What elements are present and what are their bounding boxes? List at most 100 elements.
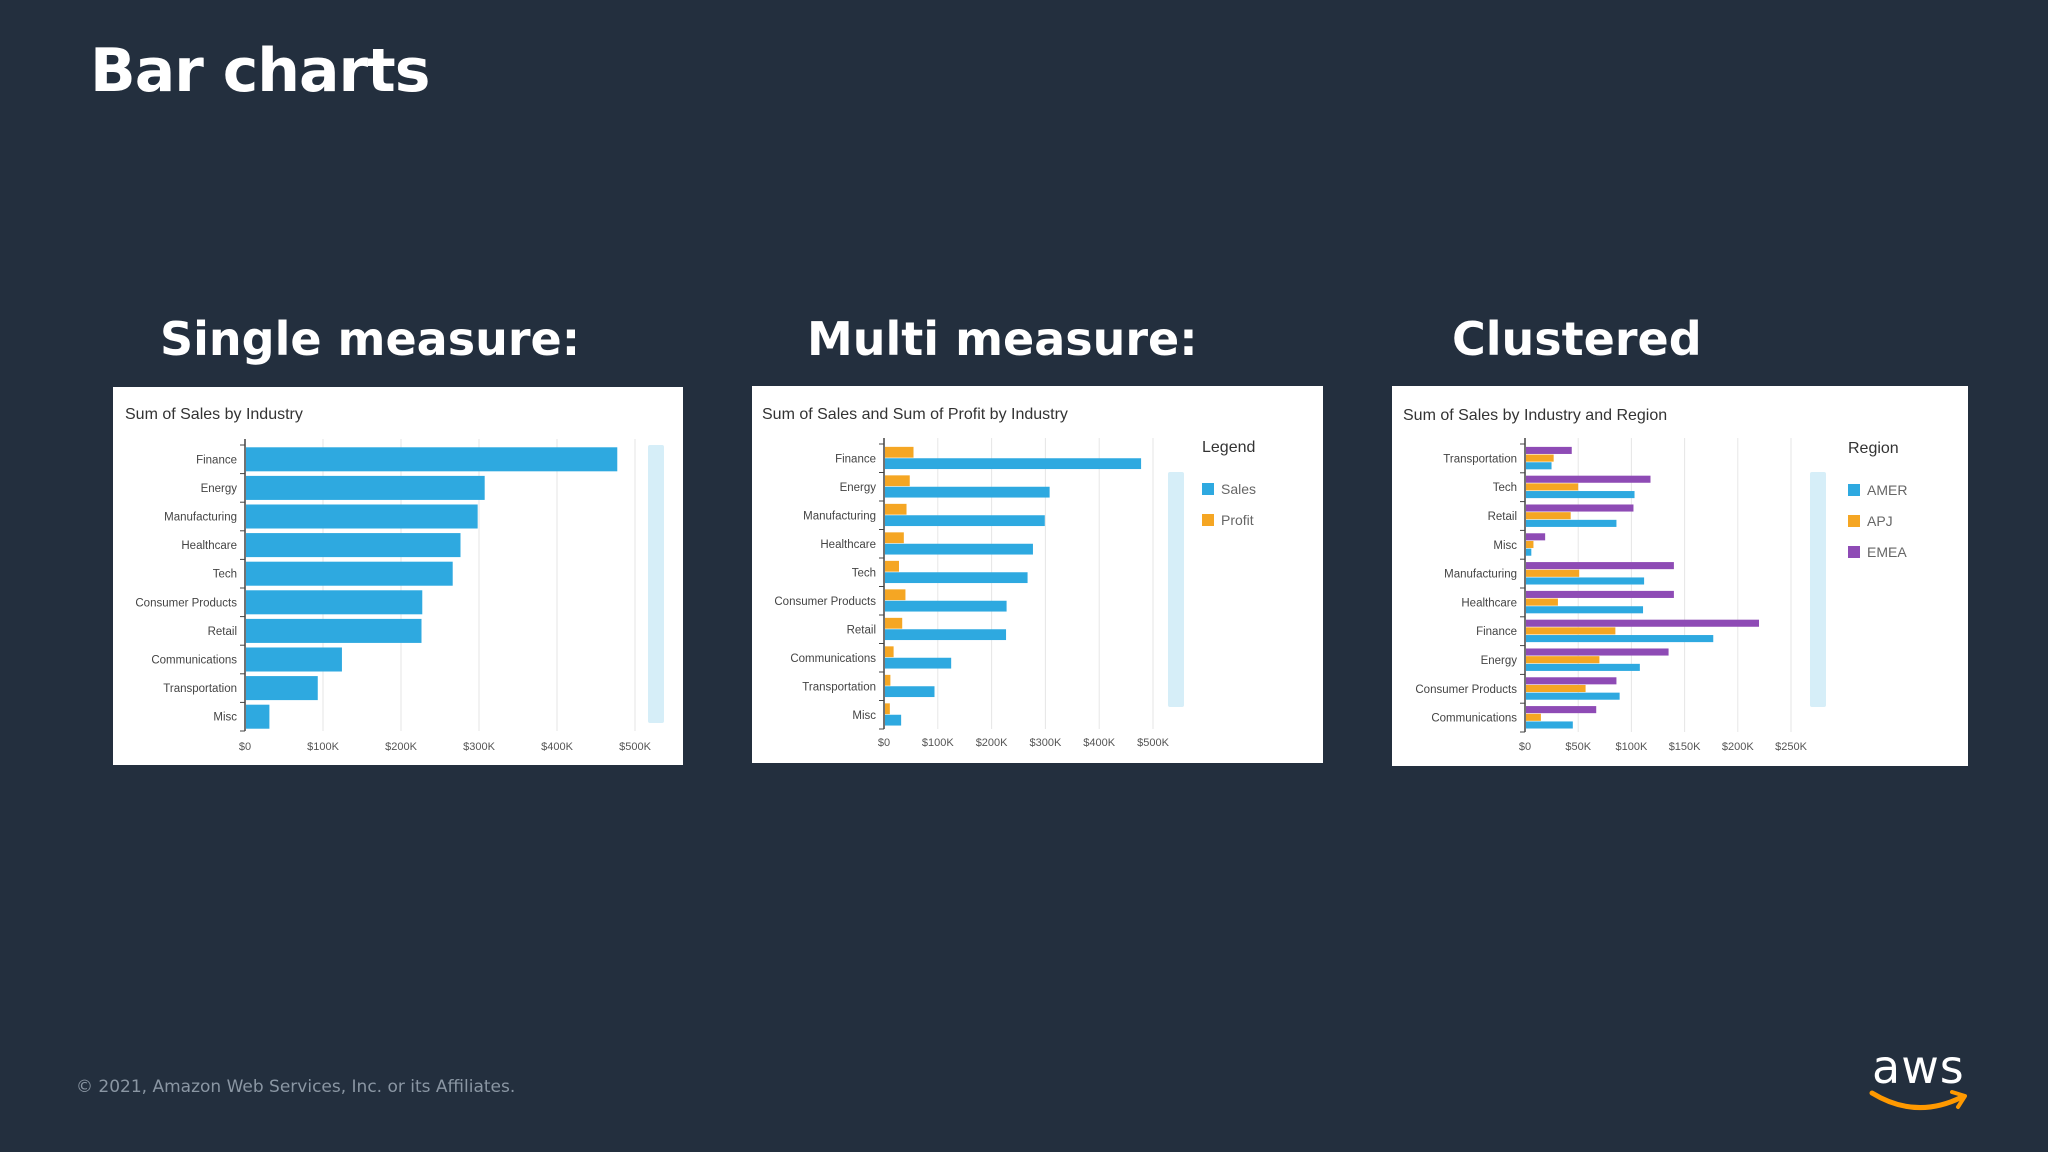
bar-retail-apj <box>1526 512 1571 520</box>
legend-swatch-sales <box>1202 483 1214 495</box>
x-tick-label: $0 <box>1519 741 1531 753</box>
x-tick-label: $300K <box>1029 737 1061 749</box>
bar-healthcare <box>246 533 461 558</box>
x-tick-label: $200K <box>385 741 417 753</box>
copyright-footer: © 2021, Amazon Web Services, Inc. or its… <box>76 1077 516 1097</box>
y-tick-label-consumer-products: Consumer Products <box>1415 684 1517 696</box>
bar-misc-profit <box>885 703 890 715</box>
y-tick-label-misc: Misc <box>213 712 237 724</box>
x-tick-label: $100K <box>922 737 954 749</box>
multi-measure-chart: Sum of Sales and Sum of Profit by Indust… <box>762 406 1256 749</box>
x-tick-label: $0 <box>239 741 251 753</box>
bar-misc-apj <box>1526 540 1534 549</box>
bar-transportation-profit <box>885 674 891 686</box>
y-tick-label-consumer-products: Consumer Products <box>774 596 876 608</box>
legend-label-profit: Profit <box>1221 512 1254 528</box>
bar-consumer-products-profit <box>885 589 906 601</box>
x-tick-label: $200K <box>1722 741 1754 753</box>
y-tick-label-misc: Misc <box>852 710 876 722</box>
bar-transportation <box>246 676 318 701</box>
bar-transportation-apj <box>1526 454 1554 462</box>
y-tick-label-energy: Energy <box>1481 655 1518 667</box>
bar-finance-apj <box>1526 627 1616 635</box>
bar-energy <box>246 475 485 500</box>
bar-manufacturing-apj <box>1526 569 1580 577</box>
bar-retail-emea <box>1526 504 1634 512</box>
chart-panel-single: Sum of Sales by Industry $0 $100K $200K $300… <box>113 387 683 765</box>
single-measure-chart: Sum of Sales by Industry $0 $100K $200K $300… <box>125 406 664 753</box>
y-tick-label-transportation: Transportation <box>1443 453 1517 465</box>
y-tick-label-healthcare: Healthcare <box>1461 597 1517 609</box>
section-heading-single: Single measure: <box>160 312 581 366</box>
bar-healthcare-apj <box>1526 598 1558 606</box>
bar-finance <box>246 447 618 472</box>
x-tick-label: $400K <box>1083 737 1115 749</box>
y-tick-label-healthcare: Healthcare <box>820 539 876 551</box>
legend-swatch-profit <box>1202 514 1214 526</box>
bar-communications-amer <box>1526 721 1573 729</box>
y-tick-label-manufacturing: Manufacturing <box>164 512 237 524</box>
bar-manufacturing-emea <box>1526 562 1674 570</box>
slide-title: Bar charts <box>90 36 430 106</box>
bar-healthcare-sales <box>885 543 1033 555</box>
x-tick-label: $500K <box>1137 737 1169 749</box>
y-tick-label-tech: Tech <box>1493 482 1517 494</box>
scrollbar-track <box>1810 472 1826 707</box>
y-tick-label-energy: Energy <box>201 483 238 495</box>
y-tick-label-healthcare: Healthcare <box>181 540 237 552</box>
bar-finance-amer <box>1526 635 1714 643</box>
y-tick-label-finance: Finance <box>1476 626 1517 638</box>
scrollbar-track <box>1168 472 1184 707</box>
bar-transportation-sales <box>885 686 935 698</box>
bar-retail-amer <box>1526 519 1617 527</box>
bar-misc <box>246 704 270 729</box>
bar-tech-emea <box>1526 475 1651 483</box>
x-tick-label: $400K <box>541 741 573 753</box>
bar-energy-sales <box>885 486 1050 498</box>
bar-retail-sales <box>885 629 1007 641</box>
chart-title: Sum of Sales by Industry and Region <box>1403 407 1667 424</box>
clustered-chart: Sum of Sales by Industry and Region $0 $50… <box>1403 407 1907 753</box>
chart-panel-multi: Sum of Sales and Sum of Profit by Indust… <box>752 386 1323 763</box>
y-tick-label-manufacturing: Manufacturing <box>803 510 876 522</box>
bar-manufacturing-sales <box>885 515 1045 527</box>
y-tick-label-transportation: Transportation <box>163 683 237 695</box>
y-tick-label-communications: Communications <box>790 653 876 665</box>
aws-logo-text: aws <box>1872 1040 1965 1094</box>
y-tick-label-tech: Tech <box>852 567 876 579</box>
y-tick-label-misc: Misc <box>1493 540 1517 552</box>
x-tick-label: $500K <box>619 741 651 753</box>
bar-finance-profit <box>885 446 914 458</box>
y-tick-label-manufacturing: Manufacturing <box>1444 569 1517 581</box>
legend-label-apj: APJ <box>1867 513 1893 529</box>
y-tick-label-consumer-products: Consumer Products <box>135 597 237 609</box>
aws-smile-icon <box>1869 1090 1967 1110</box>
bar-tech <box>246 561 453 586</box>
section-heading-multi: Multi measure: <box>807 312 1198 366</box>
y-tick-label-communications: Communications <box>1431 713 1517 725</box>
legend-swatch-amer <box>1848 484 1860 496</box>
bar-communications-profit <box>885 646 894 658</box>
bar-healthcare-emea <box>1526 590 1674 598</box>
x-tick-label: $250K <box>1775 741 1807 753</box>
legend-label-sales: Sales <box>1221 481 1256 497</box>
bar-finance-sales <box>885 458 1142 470</box>
bar-communications-apj <box>1526 713 1541 721</box>
x-tick-label: $0 <box>878 737 890 749</box>
chart-panel-clustered: Sum of Sales by Industry and Region $0 $50… <box>1392 386 1968 766</box>
legend-label-amer: AMER <box>1867 482 1907 498</box>
y-tick-label-energy: Energy <box>840 482 877 494</box>
scrollbar-track <box>648 445 664 723</box>
legend-title: Region <box>1848 440 1899 457</box>
x-tick-label: $300K <box>463 741 495 753</box>
aws-logo: aws <box>1866 1040 1972 1116</box>
bar-healthcare-amer <box>1526 606 1644 614</box>
x-tick-label: $150K <box>1669 741 1701 753</box>
bar-consumer-products <box>246 590 423 615</box>
bar-misc-amer <box>1526 548 1532 556</box>
y-tick-label-retail: Retail <box>1488 511 1517 523</box>
bar-manufacturing <box>246 504 478 529</box>
bar-retail <box>246 618 422 643</box>
bar-energy-amer <box>1526 663 1640 671</box>
bar-consumer-products-amer <box>1526 692 1620 700</box>
